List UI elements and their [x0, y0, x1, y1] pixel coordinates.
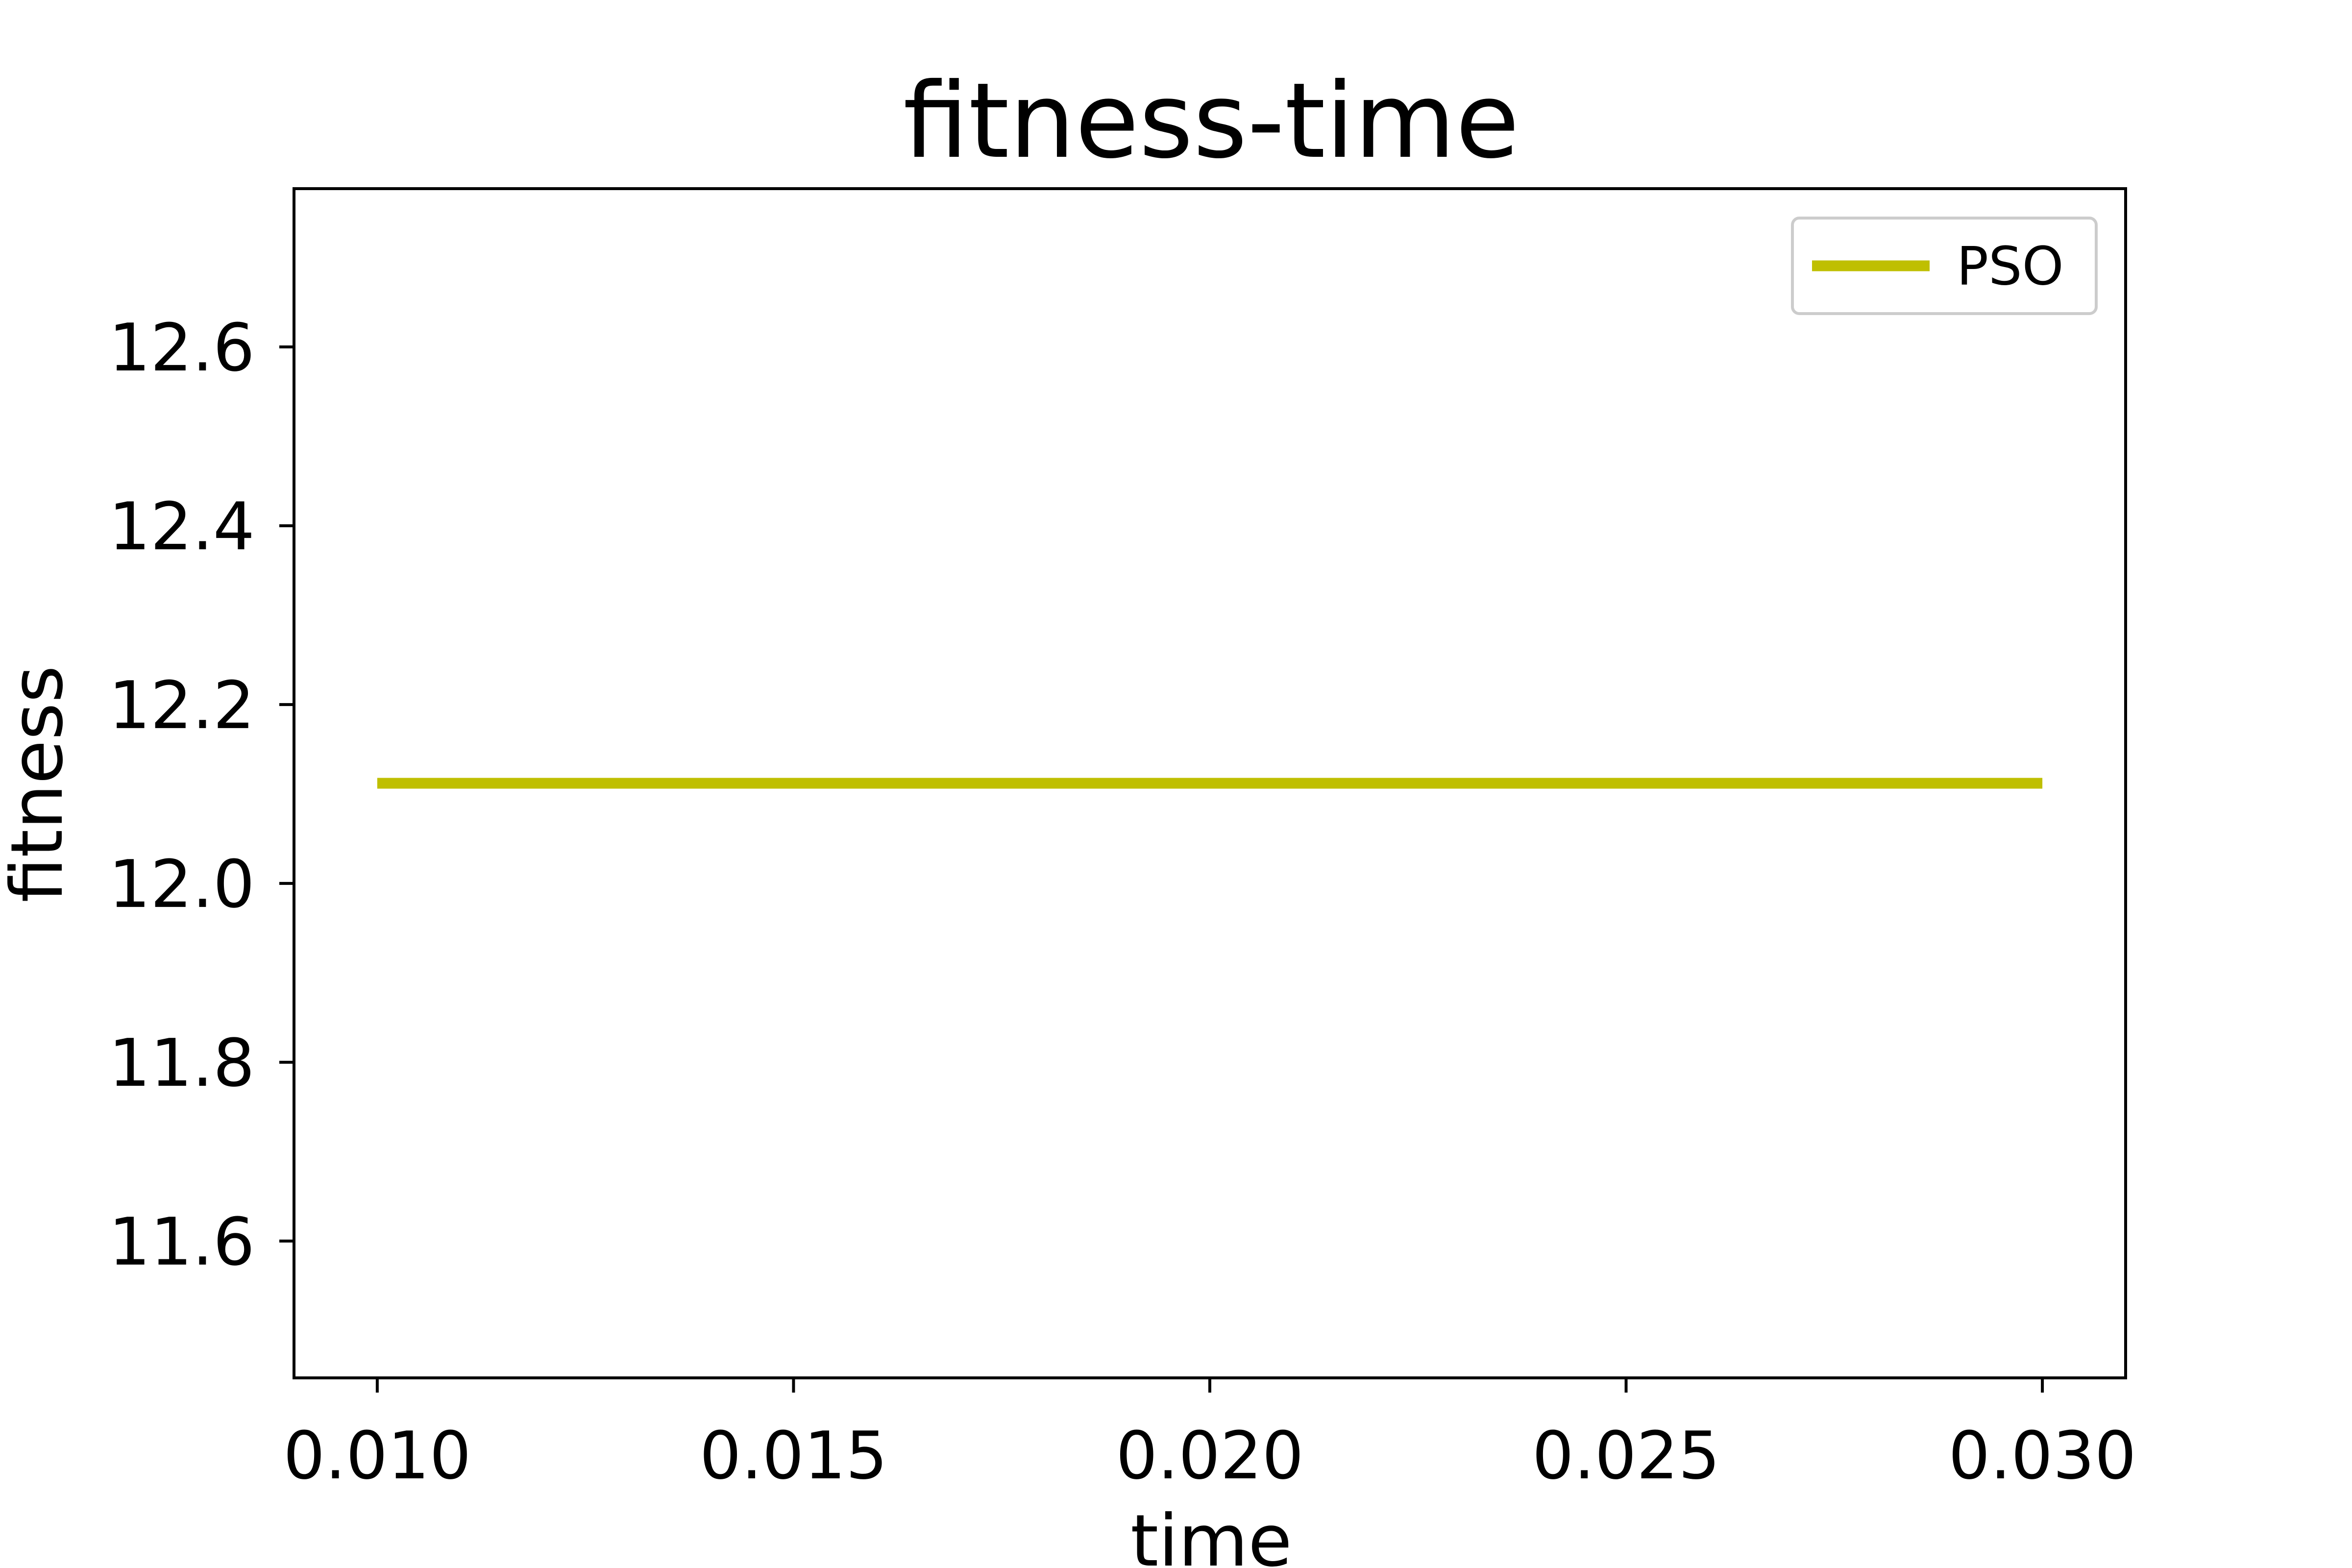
y-axis-label: fitness: [0, 665, 79, 903]
x-axis: 0.010 0.015 0.020 0.025 0.030: [283, 1378, 2136, 1494]
y-tick-label: 11.8: [109, 1025, 255, 1102]
y-tick-label: 12.6: [109, 310, 255, 386]
legend: PSO: [1791, 217, 2098, 315]
x-tick-label: 0.010: [283, 1418, 471, 1494]
legend-label-pso: PSO: [1957, 236, 2064, 297]
x-tick-label: 0.030: [1948, 1418, 2136, 1494]
x-axis-label: time: [1130, 1499, 1292, 1568]
y-tick-label: 12.2: [109, 667, 255, 744]
legend-box: [1791, 217, 2098, 315]
x-tick-label: 0.025: [1532, 1418, 1720, 1494]
y-axis: 11.6 11.8 12.0 12.2 12.4 12.6: [109, 310, 294, 1280]
x-tick-label: 0.020: [1116, 1418, 1304, 1494]
y-tick-label: 11.6: [109, 1204, 255, 1280]
y-tick-label: 12.4: [109, 489, 255, 565]
plot-area: [293, 187, 2127, 1379]
x-tick-label: 0.015: [700, 1418, 888, 1494]
chart-title: fitness-time: [903, 60, 1519, 181]
y-tick-label: 12.0: [109, 846, 255, 923]
